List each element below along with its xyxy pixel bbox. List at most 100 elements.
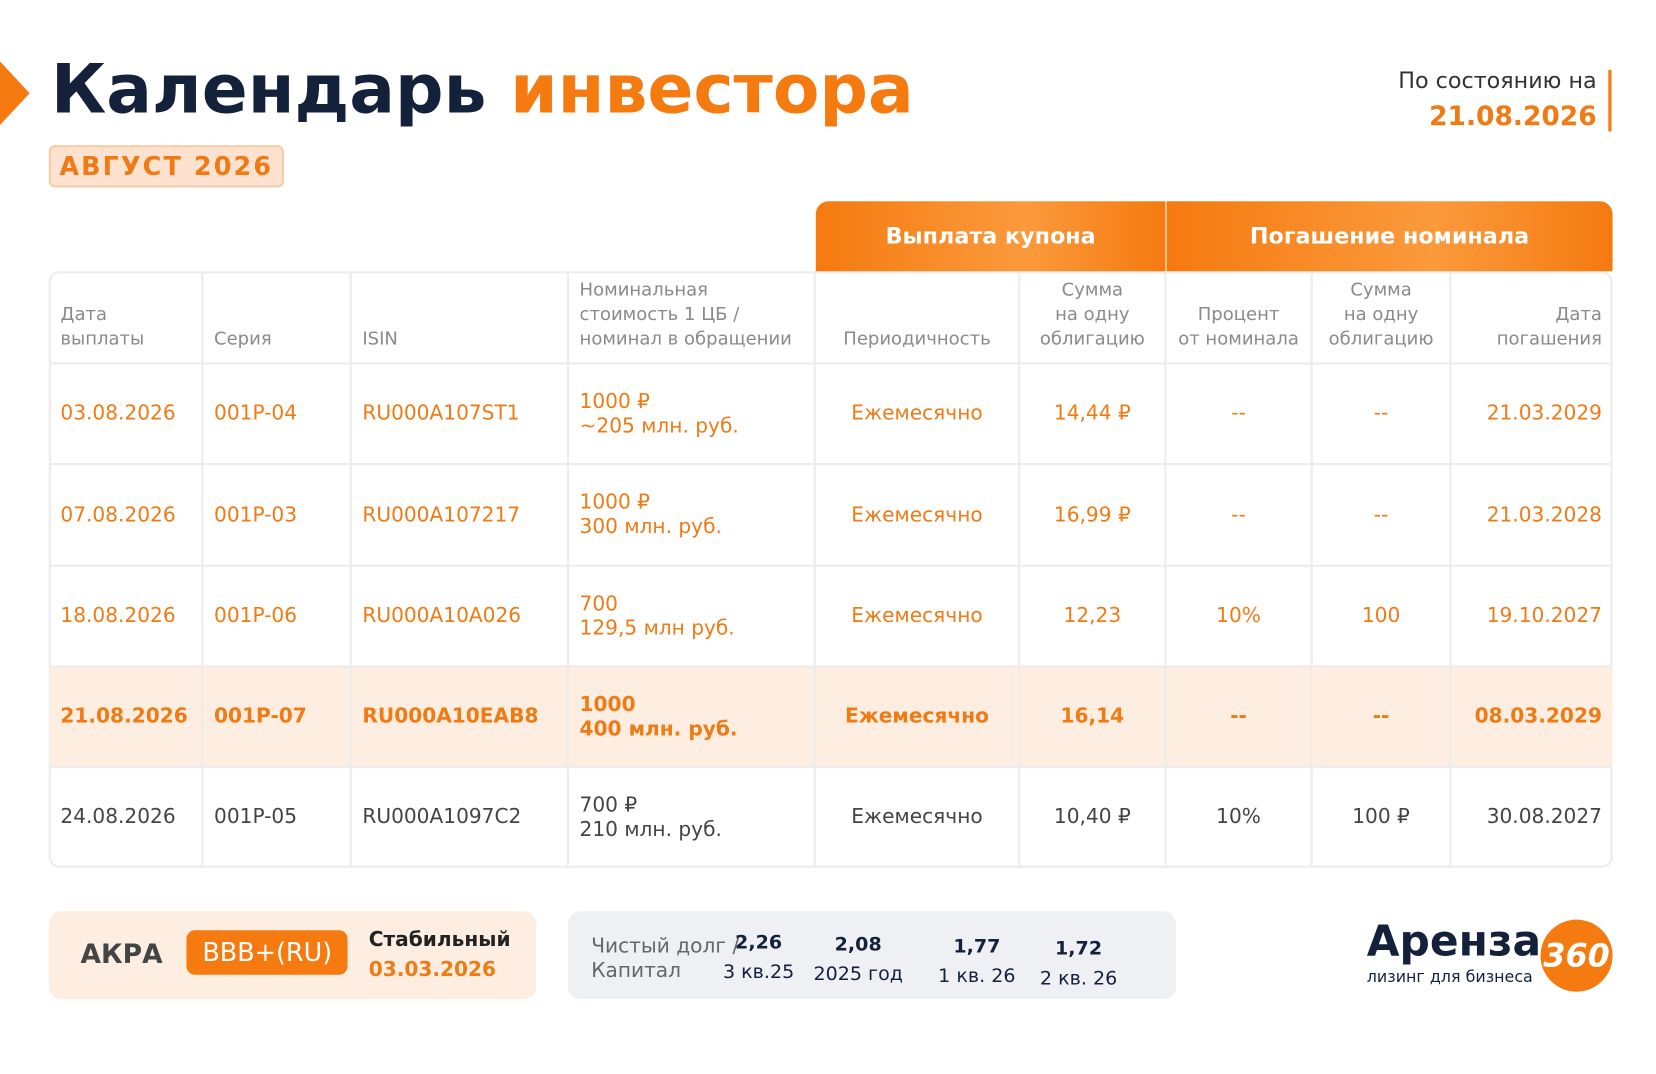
header-line: Дата xyxy=(1555,304,1602,326)
cell-text: Ежемесячно xyxy=(851,603,983,628)
table-cell: Ежемесячно xyxy=(815,566,1021,668)
table-cell: 14,44 ₽ xyxy=(1020,364,1167,466)
header-line: облигацию xyxy=(1039,328,1145,350)
cell-text: -- xyxy=(1230,704,1247,728)
table-cell: 1000 ₽ ~205 млн. руб. xyxy=(568,364,816,466)
cell-line: 1000 xyxy=(579,692,636,716)
table-cell: 16,14 xyxy=(1020,667,1167,769)
table-cell: -- xyxy=(1166,465,1313,567)
table-cell: 21.03.2029 xyxy=(1451,364,1613,466)
header-line: Серия xyxy=(214,328,272,350)
table-cell: 30.08.2027 xyxy=(1452,768,1613,867)
debt-item: 2,08 2025 год xyxy=(795,930,922,989)
cell-text: 18.08.2026 xyxy=(60,603,176,628)
cell-text: 08.03.2029 xyxy=(1474,704,1602,728)
rating-box: АКРА BBB+(RU) Стабильный 03.03.2026 xyxy=(48,911,537,1000)
table-cell: 700 129,5 млн руб. xyxy=(568,566,816,668)
cell-line: 1000 ₽ xyxy=(579,389,650,413)
table-cell: 001P-07 xyxy=(203,667,352,769)
debt-value: 1,77 xyxy=(953,935,1001,958)
header-line: Периодичность xyxy=(843,328,991,350)
cell-text: 19.10.2027 xyxy=(1486,603,1602,628)
column-header: Процент от номинала xyxy=(1166,273,1313,365)
logo-tagline: лизинг для бизнеса xyxy=(1366,967,1533,987)
table-cell: 07.08.2026 xyxy=(49,465,204,567)
header-line: облигацию xyxy=(1328,328,1434,350)
debt-period: 1 кв. 26 xyxy=(938,965,1016,988)
column-header: Дата выплаты xyxy=(49,273,204,365)
header-line: Номинальная xyxy=(579,279,708,301)
column-header: Номинальная стоимость 1 ЦБ / номинал в обр… xyxy=(568,273,816,365)
debt-value: 1,72 xyxy=(1055,937,1103,960)
cell-text: 21.08.2026 xyxy=(60,704,188,728)
cell-line: 700 xyxy=(579,591,618,616)
table-cell: -- xyxy=(1312,667,1452,769)
table-cell: 100 ₽ xyxy=(1313,768,1452,867)
table-cell: -- xyxy=(1312,465,1452,567)
cell-text: 10,40 ₽ xyxy=(1053,805,1131,829)
cell-text: RU000A107217 xyxy=(362,502,521,527)
column-header: Периодичность xyxy=(815,273,1021,365)
debt-value: 2,26 xyxy=(735,931,783,954)
cell-line: 1000 ₽ xyxy=(579,490,650,514)
cell-text: 14,44 ₽ xyxy=(1053,401,1131,425)
title: Календарь инвестора xyxy=(51,51,914,129)
header-line: на одну xyxy=(1343,304,1419,326)
table-cell: 100 xyxy=(1312,566,1452,668)
table-cell: Ежемесячно xyxy=(816,768,1021,867)
debt-period: 3 кв.25 xyxy=(722,960,795,984)
table-cell: 10% xyxy=(1167,768,1313,867)
debt-item: 2,26 3 кв.25 xyxy=(695,928,822,987)
as-of-date: 21.08.2026 xyxy=(1429,100,1597,132)
accent-bar xyxy=(1608,69,1612,132)
table-cell: Ежемесячно xyxy=(815,364,1021,466)
cell-text: 07.08.2026 xyxy=(60,502,176,527)
header-line: Сумма xyxy=(1350,279,1412,301)
table-cell: 1000 ₽300 млн. руб. xyxy=(568,465,816,567)
debt-label-line: Капитал xyxy=(591,958,682,983)
cell-text: Ежемесячно xyxy=(845,704,989,728)
table-cell: 1000 400 млн. руб. xyxy=(568,667,816,769)
cell-text: 001P-04 xyxy=(214,401,298,425)
cell-text: -- xyxy=(1231,502,1246,527)
group-header: Погашение номинала xyxy=(1166,201,1613,272)
rating-outlook: Стабильный xyxy=(368,928,511,952)
table-cell: 12,23 xyxy=(1020,566,1167,668)
header-line: стоимость 1 ЦБ / xyxy=(579,304,740,326)
header-line: погашения xyxy=(1496,328,1602,350)
rating-agency: АКРА xyxy=(80,938,163,970)
cell-text: 30.08.2027 xyxy=(1486,805,1602,829)
rating-date: 03.03.2026 xyxy=(368,957,497,982)
logo-name: Аренза xyxy=(1366,917,1542,967)
debt-period: 2 кв. 26 xyxy=(1039,967,1118,990)
table-cell: 001P-05 xyxy=(203,768,352,867)
table-cell: RU000A107ST1 xyxy=(351,364,569,466)
table-cell: -- xyxy=(1312,364,1452,466)
logo-badge: 360 xyxy=(1540,919,1613,992)
cell-line: ~205 млн. руб. xyxy=(579,413,739,438)
cell-text: Ежемесячно xyxy=(851,502,983,527)
column-header: ISIN xyxy=(351,273,569,365)
column-header: Сумма на одну облигацию xyxy=(1020,273,1167,365)
table-cell: 10% xyxy=(1166,566,1313,668)
title-accent: инвестора xyxy=(510,50,914,130)
cell-text: 001P-07 xyxy=(214,704,307,728)
cell-text: 001P-03 xyxy=(214,502,298,527)
header-line: Процент xyxy=(1197,304,1280,326)
header-line: ISIN xyxy=(362,328,398,350)
header-line: от номинала xyxy=(1178,328,1299,350)
cell-line: 700 ₽ xyxy=(579,793,638,817)
cell-text: Ежемесячно xyxy=(851,805,983,829)
cell-text: 16,99 ₽ xyxy=(1053,502,1131,527)
cell-line: 400 млн. руб. xyxy=(579,716,738,741)
table-frame xyxy=(48,271,1613,868)
cell-text: 21.03.2028 xyxy=(1486,502,1602,527)
table-cell: 03.08.2026 xyxy=(49,364,204,466)
table-cell: 19.10.2027 xyxy=(1451,567,1613,668)
arrow-icon xyxy=(0,61,30,126)
debt-label-line: Чистый долг / xyxy=(591,934,740,958)
cell-text: 001P-06 xyxy=(214,603,298,628)
debt-box: Чистый долг / Капитал 2,26 3 кв.25 2,08 2025… xyxy=(567,911,1177,1000)
header-line: Сумма xyxy=(1061,279,1124,301)
